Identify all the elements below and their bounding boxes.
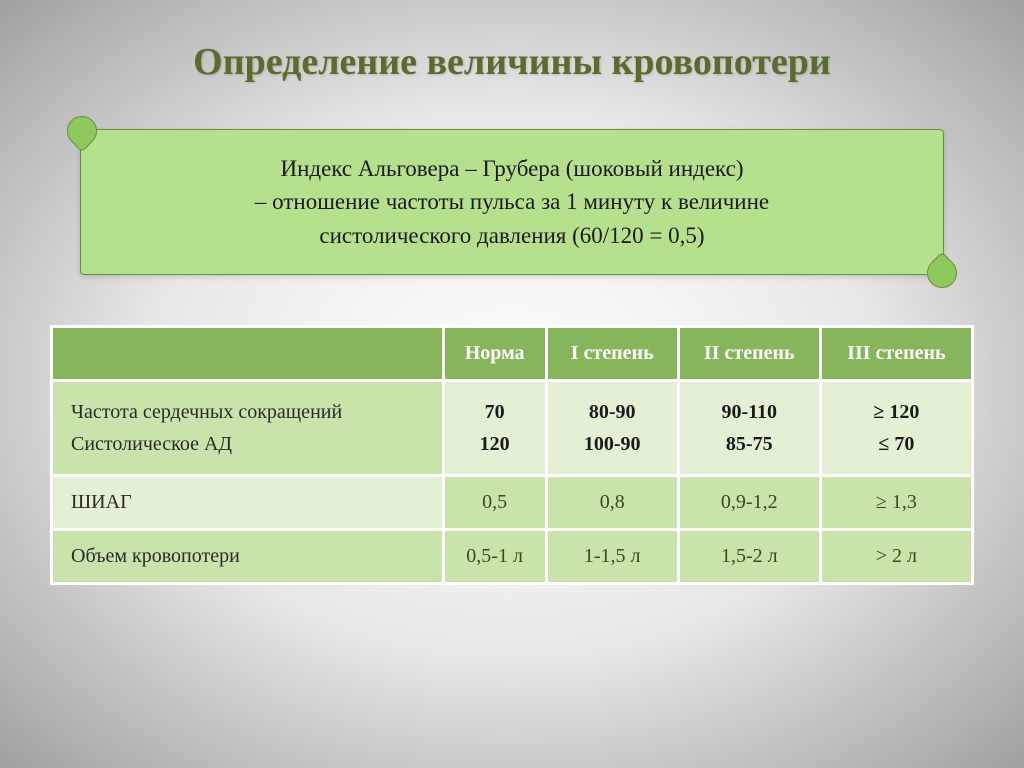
cell-value: 70: [455, 396, 535, 428]
cell-value: 100-90: [558, 428, 667, 460]
cell-value: 90-110: [690, 396, 809, 428]
table-header-norm: Норма: [443, 327, 546, 381]
slide-title: Определение величины кровопотери: [50, 40, 974, 84]
row-label-volume: Объем кровопотери: [52, 530, 444, 584]
cell-value: ≤ 70: [832, 428, 961, 460]
table-row: Частота сердечных сокращений Систолическ…: [52, 381, 973, 476]
severity-table: Норма I степень II степень III степень Ч…: [50, 325, 974, 585]
cell: 1-1,5 л: [546, 530, 678, 584]
cell: 1,5-2 л: [678, 530, 820, 584]
cell-value: ≥ 120: [832, 396, 961, 428]
row-label-shiag: ШИАГ: [52, 476, 444, 530]
cell: ≥ 120 ≤ 70: [820, 381, 972, 476]
slide-container: Определение величины кровопотери Индекс …: [0, 0, 1024, 768]
definition-text: Индекс Альговера – Грубера (шоковый инде…: [111, 152, 913, 252]
cell-value: 120: [455, 428, 535, 460]
cell: 70 120: [443, 381, 546, 476]
cell: 0,8: [546, 476, 678, 530]
definition-line-1: Индекс Альговера – Грубера (шоковый инде…: [111, 152, 913, 185]
table-header-blank: [52, 327, 444, 381]
table-row: ШИАГ 0,5 0,8 0,9-1,2 ≥ 1,3: [52, 476, 973, 530]
table-header-stage1: I степень: [546, 327, 678, 381]
cell: > 2 л: [820, 530, 972, 584]
cell-value: 80-90: [558, 396, 667, 428]
row-label-hr-bp: Частота сердечных сокращений Систолическ…: [52, 381, 444, 476]
label-hr: Частота сердечных сокращений: [71, 396, 432, 428]
cell: 90-110 85-75: [678, 381, 820, 476]
label-bp: Систолическое АД: [71, 428, 432, 460]
table-header-row: Норма I степень II степень III степень: [52, 327, 973, 381]
definition-line-2: – отношение частоты пульса за 1 минуту к…: [111, 185, 913, 218]
cell: 0,9-1,2: [678, 476, 820, 530]
table-header-stage2: II степень: [678, 327, 820, 381]
table-row: Объем кровопотери 0,5-1 л 1-1,5 л 1,5-2 …: [52, 530, 973, 584]
cell: 80-90 100-90: [546, 381, 678, 476]
cell-value: 85-75: [690, 428, 809, 460]
definition-line-3: систолического давления (60/120 = 0,5): [111, 219, 913, 252]
cell: ≥ 1,3: [820, 476, 972, 530]
definition-box: Индекс Альговера – Грубера (шоковый инде…: [80, 129, 944, 275]
table-header-stage3: III степень: [820, 327, 972, 381]
cell: 0,5: [443, 476, 546, 530]
cell: 0,5-1 л: [443, 530, 546, 584]
